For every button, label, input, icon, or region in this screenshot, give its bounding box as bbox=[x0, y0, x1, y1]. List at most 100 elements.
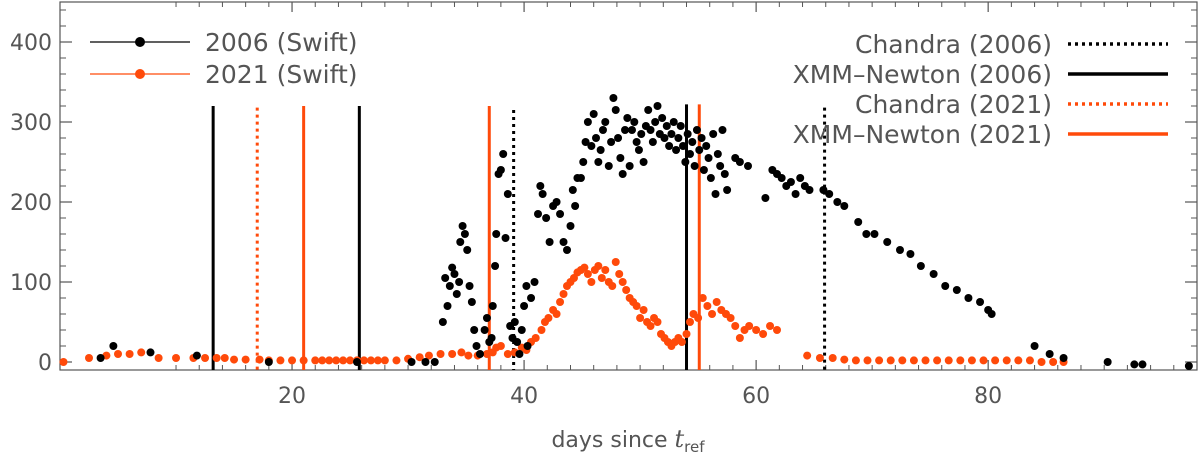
data-point bbox=[895, 246, 904, 254]
data-point bbox=[424, 351, 433, 360]
data-point bbox=[669, 118, 678, 126]
data-point bbox=[967, 356, 976, 365]
data-point bbox=[840, 355, 849, 364]
data-point bbox=[716, 162, 725, 170]
data-point bbox=[646, 322, 655, 330]
data-point bbox=[909, 356, 918, 365]
data-point bbox=[492, 230, 501, 238]
data-point bbox=[674, 134, 683, 142]
data-point bbox=[192, 351, 201, 360]
data-point bbox=[421, 358, 430, 366]
data-point bbox=[1130, 360, 1139, 369]
data-point bbox=[220, 354, 229, 362]
legend-label: XMM–Newton (2006) bbox=[793, 60, 1052, 89]
data-point bbox=[840, 202, 849, 210]
legend-label: XMM–Newton (2021) bbox=[793, 120, 1052, 149]
data-points bbox=[59, 94, 1193, 370]
data-point bbox=[597, 274, 606, 282]
data-point bbox=[556, 298, 565, 306]
data-point bbox=[726, 314, 735, 322]
data-point bbox=[359, 356, 368, 365]
data-point bbox=[470, 326, 479, 334]
data-point bbox=[854, 218, 863, 226]
data-point bbox=[944, 356, 953, 365]
data-point bbox=[828, 354, 837, 362]
data-point bbox=[735, 334, 744, 342]
data-point bbox=[622, 286, 631, 294]
data-point bbox=[465, 282, 474, 290]
x-axis-label-sub: ref bbox=[684, 438, 705, 454]
data-point bbox=[392, 356, 401, 365]
data-point bbox=[491, 262, 500, 270]
data-point bbox=[621, 126, 630, 134]
data-point bbox=[542, 214, 551, 222]
data-point bbox=[688, 138, 697, 146]
y-tick-label: 400 bbox=[10, 31, 52, 56]
data-point bbox=[777, 174, 786, 182]
data-point bbox=[587, 142, 596, 150]
data-point bbox=[745, 322, 754, 330]
data-point bbox=[455, 278, 464, 286]
data-point bbox=[380, 356, 389, 365]
legend-marker bbox=[135, 69, 145, 79]
data-point bbox=[1138, 360, 1147, 369]
data-point bbox=[898, 356, 907, 365]
data-point bbox=[109, 342, 118, 350]
data-point bbox=[482, 314, 491, 322]
data-point bbox=[627, 126, 636, 134]
data-point bbox=[448, 350, 457, 358]
data-point bbox=[552, 310, 561, 318]
data-point bbox=[933, 356, 942, 365]
data-point bbox=[96, 354, 105, 362]
data-point bbox=[325, 356, 334, 365]
data-point bbox=[862, 230, 871, 238]
x-tick-label: 60 bbox=[742, 384, 770, 409]
data-point bbox=[723, 186, 732, 194]
data-point bbox=[1049, 358, 1058, 366]
data-point bbox=[407, 358, 416, 366]
data-point bbox=[611, 258, 620, 266]
data-point bbox=[609, 94, 618, 102]
data-point bbox=[436, 350, 445, 358]
data-point bbox=[677, 338, 686, 346]
data-point bbox=[503, 350, 512, 358]
data-point bbox=[450, 270, 459, 278]
data-point bbox=[515, 350, 524, 358]
x-axis-label: days since tref bbox=[551, 425, 705, 454]
data-point bbox=[430, 358, 439, 366]
data-point bbox=[941, 282, 950, 290]
data-point bbox=[288, 356, 297, 365]
data-point bbox=[496, 166, 505, 174]
data-point bbox=[658, 114, 667, 122]
data-point bbox=[441, 274, 450, 282]
data-point bbox=[863, 356, 872, 365]
data-point bbox=[636, 314, 645, 322]
data-point bbox=[517, 326, 526, 334]
data-point bbox=[987, 310, 996, 318]
data-point bbox=[685, 318, 694, 326]
data-point bbox=[580, 263, 589, 272]
data-point bbox=[1184, 362, 1193, 370]
data-point bbox=[744, 162, 753, 170]
data-point bbox=[589, 110, 598, 118]
x-tick-label: 80 bbox=[974, 384, 1002, 409]
data-point bbox=[761, 194, 770, 202]
data-point bbox=[676, 122, 685, 130]
data-point bbox=[545, 238, 554, 246]
legend-label: 2021 (Swift) bbox=[205, 60, 358, 89]
data-point bbox=[458, 222, 467, 230]
data-point bbox=[475, 350, 484, 358]
data-point bbox=[212, 354, 221, 362]
data-point bbox=[503, 190, 512, 198]
data-point bbox=[544, 314, 553, 322]
data-point bbox=[346, 356, 355, 365]
data-point bbox=[587, 278, 596, 286]
data-point bbox=[759, 330, 768, 338]
data-point bbox=[534, 210, 543, 218]
data-point bbox=[632, 138, 641, 146]
data-point bbox=[648, 138, 657, 146]
data-point bbox=[695, 146, 704, 154]
data-point bbox=[522, 282, 531, 290]
data-point bbox=[681, 158, 690, 166]
data-point bbox=[607, 138, 616, 146]
